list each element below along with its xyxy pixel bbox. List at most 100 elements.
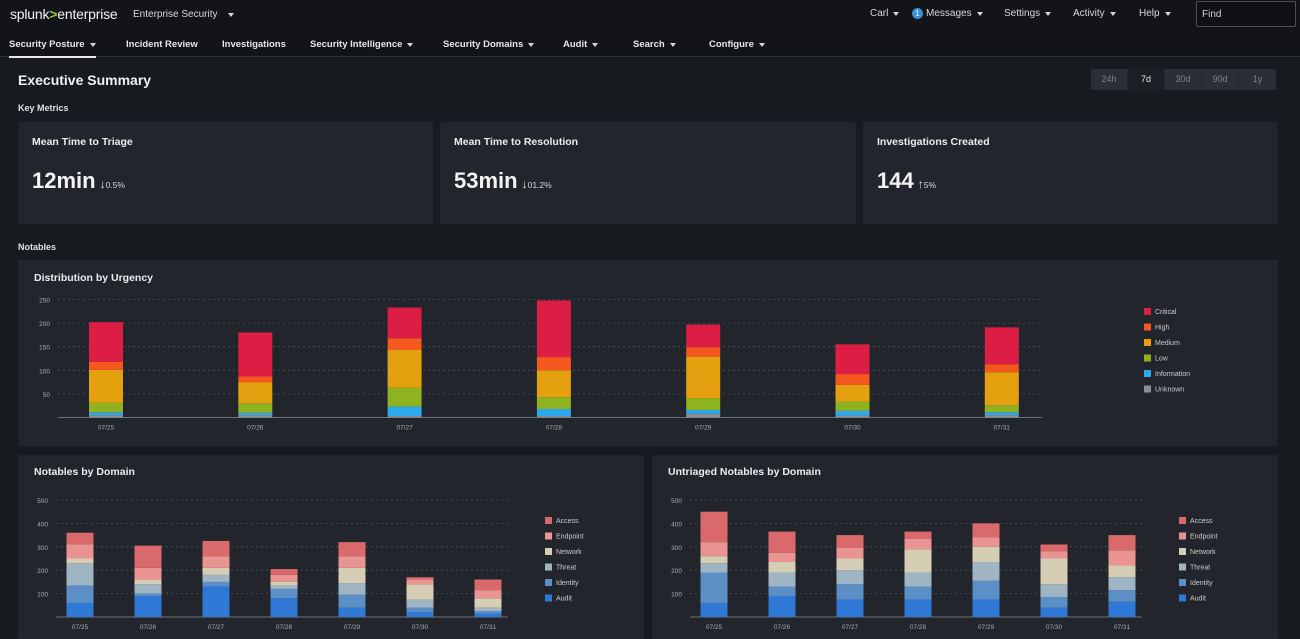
bar-segment-low-07-27[interactable] (387, 387, 422, 407)
bar-segment-low-07-25[interactable] (89, 402, 123, 413)
bar-segment-high-07-27[interactable] (387, 338, 422, 351)
bar-segment-information-07-27[interactable] (387, 406, 422, 417)
bar-segment-information-07-28[interactable] (536, 409, 571, 417)
bar-segment-threat-07-30[interactable] (406, 599, 434, 608)
find-input[interactable] (1196, 1, 1296, 27)
bar-segment-information-07-25[interactable] (89, 412, 123, 416)
bar-segment-low-07-29[interactable] (686, 398, 721, 410)
bar-segment-audit-07-30[interactable] (1040, 607, 1068, 617)
nav-security-intelligence[interactable]: Security Intelligence (310, 39, 414, 50)
nav-security-domains[interactable]: Security Domains (443, 39, 535, 50)
bar-segment-identity-07-26[interactable] (768, 586, 796, 596)
bar-segment-critical-07-26[interactable] (238, 332, 273, 377)
bar-segment-threat-07-26[interactable] (768, 572, 796, 587)
bar-segment-audit-07-27[interactable] (202, 586, 230, 617)
bar-segment-threat-07-27[interactable] (202, 574, 230, 582)
bar-segment-network-07-26[interactable] (134, 579, 162, 585)
bar-segment-medium-07-25[interactable] (89, 369, 123, 403)
bar-segment-medium-07-27[interactable] (387, 350, 422, 388)
bar-segment-access-07-25[interactable] (66, 532, 94, 545)
legend-label-network[interactable]: Network (556, 549, 582, 556)
bar-segment-medium-07-28[interactable] (536, 370, 571, 398)
bar-segment-network-07-30[interactable] (406, 584, 434, 600)
legend-label-medium[interactable]: Medium (1155, 340, 1180, 347)
bar-segment-endpoint-07-30[interactable] (406, 579, 434, 585)
bar-segment-endpoint-07-25[interactable] (66, 544, 94, 559)
bar-segment-access-07-25[interactable] (700, 511, 728, 543)
bar-segment-identity-07-31[interactable] (474, 611, 502, 614)
bar-segment-identity-07-30[interactable] (1040, 597, 1068, 608)
bar-segment-identity-07-28[interactable] (904, 586, 932, 600)
bar-segment-access-07-30[interactable] (406, 577, 434, 580)
bar-segment-access-07-27[interactable] (202, 540, 230, 557)
bar-segment-audit-07-25[interactable] (700, 602, 728, 617)
bar-segment-network-07-25[interactable] (700, 556, 728, 564)
bar-segment-audit-07-29[interactable] (972, 599, 1000, 617)
bar-segment-unknown-07-30[interactable] (835, 415, 870, 418)
bar-segment-audit-07-28[interactable] (270, 598, 298, 617)
activity-menu[interactable]: Activity (1073, 8, 1116, 19)
bar-segment-critical-07-27[interactable] (387, 307, 422, 339)
bar-segment-low-07-28[interactable] (536, 397, 571, 410)
legend-label-threat[interactable]: Threat (1190, 565, 1210, 572)
bar-segment-medium-07-30[interactable] (835, 384, 870, 402)
bar-segment-endpoint-07-26[interactable] (134, 567, 162, 580)
bar-segment-unknown-07-28[interactable] (536, 416, 571, 418)
bar-segment-audit-07-30[interactable] (406, 612, 434, 617)
bar-segment-threat-07-26[interactable] (134, 584, 162, 594)
time-range-30d[interactable]: 30d (1165, 69, 1202, 90)
bar-segment-access-07-29[interactable] (338, 542, 366, 557)
bar-segment-endpoint-07-29[interactable] (338, 556, 366, 568)
bar-segment-identity-07-29[interactable] (338, 594, 366, 608)
bar-segment-threat-07-25[interactable] (700, 563, 728, 573)
bar-segment-audit-07-31[interactable] (474, 613, 502, 617)
bar-segment-endpoint-07-28[interactable] (904, 538, 932, 550)
legend-label-high[interactable]: High (1155, 325, 1170, 332)
bar-segment-unknown-07-31[interactable] (984, 415, 1019, 418)
bar-segment-threat-07-31[interactable] (1108, 577, 1136, 591)
bar-segment-low-07-31[interactable] (984, 405, 1019, 413)
bar-segment-low-07-30[interactable] (835, 401, 870, 411)
bar-segment-audit-07-25[interactable] (66, 602, 94, 617)
legend-label-access[interactable]: Access (556, 518, 579, 525)
bar-segment-identity-07-25[interactable] (66, 585, 94, 603)
bar-segment-network-07-27[interactable] (836, 558, 864, 571)
bar-segment-endpoint-07-26[interactable] (768, 552, 796, 563)
bar-segment-high-07-31[interactable] (984, 364, 1019, 373)
bar-segment-network-07-29[interactable] (972, 546, 1000, 563)
bar-segment-endpoint-07-30[interactable] (1040, 551, 1068, 559)
bar-segment-information-07-30[interactable] (835, 410, 870, 416)
bar-segment-endpoint-07-25[interactable] (700, 542, 728, 557)
bar-segment-unknown-07-26[interactable] (238, 415, 273, 418)
legend-label-information[interactable]: Information (1155, 371, 1190, 378)
bar-segment-identity-07-25[interactable] (700, 572, 728, 603)
legend-label-audit[interactable]: Audit (1190, 596, 1206, 603)
bar-segment-medium-07-29[interactable] (686, 356, 721, 399)
bar-segment-endpoint-07-31[interactable] (474, 590, 502, 599)
bar-segment-network-07-31[interactable] (474, 598, 502, 608)
bar-segment-audit-07-27[interactable] (836, 599, 864, 617)
messages-menu[interactable]: 1 Messages (912, 8, 983, 19)
bar-segment-access-07-31[interactable] (474, 579, 502, 591)
bar-segment-identity-07-30[interactable] (406, 607, 434, 613)
bar-segment-access-07-26[interactable] (134, 545, 162, 568)
bar-segment-audit-07-26[interactable] (768, 595, 796, 617)
bar-segment-identity-07-31[interactable] (1108, 590, 1136, 602)
bar-segment-high-07-26[interactable] (238, 376, 273, 383)
bar-segment-threat-07-28[interactable] (270, 585, 298, 589)
legend-label-low[interactable]: Low (1155, 356, 1169, 363)
bar-segment-unknown-07-25[interactable] (89, 415, 123, 418)
bar-segment-threat-07-27[interactable] (836, 570, 864, 585)
nav-incident-review[interactable]: Incident Review (126, 39, 198, 50)
time-range-1y[interactable]: 1y (1252, 74, 1263, 84)
legend-label-threat[interactable]: Threat (556, 565, 576, 572)
bar-segment-critical-07-28[interactable] (536, 300, 571, 358)
bar-segment-medium-07-26[interactable] (238, 382, 273, 404)
app-selector[interactable]: Enterprise Security (133, 9, 235, 20)
legend-label-audit[interactable]: Audit (556, 596, 572, 603)
bar-segment-audit-07-31[interactable] (1108, 601, 1136, 617)
bar-segment-endpoint-07-31[interactable] (1108, 550, 1136, 566)
legend-label-unknown[interactable]: Unknown (1155, 387, 1184, 394)
bar-segment-threat-07-25[interactable] (66, 563, 94, 586)
bar-segment-low-07-26[interactable] (238, 403, 273, 413)
